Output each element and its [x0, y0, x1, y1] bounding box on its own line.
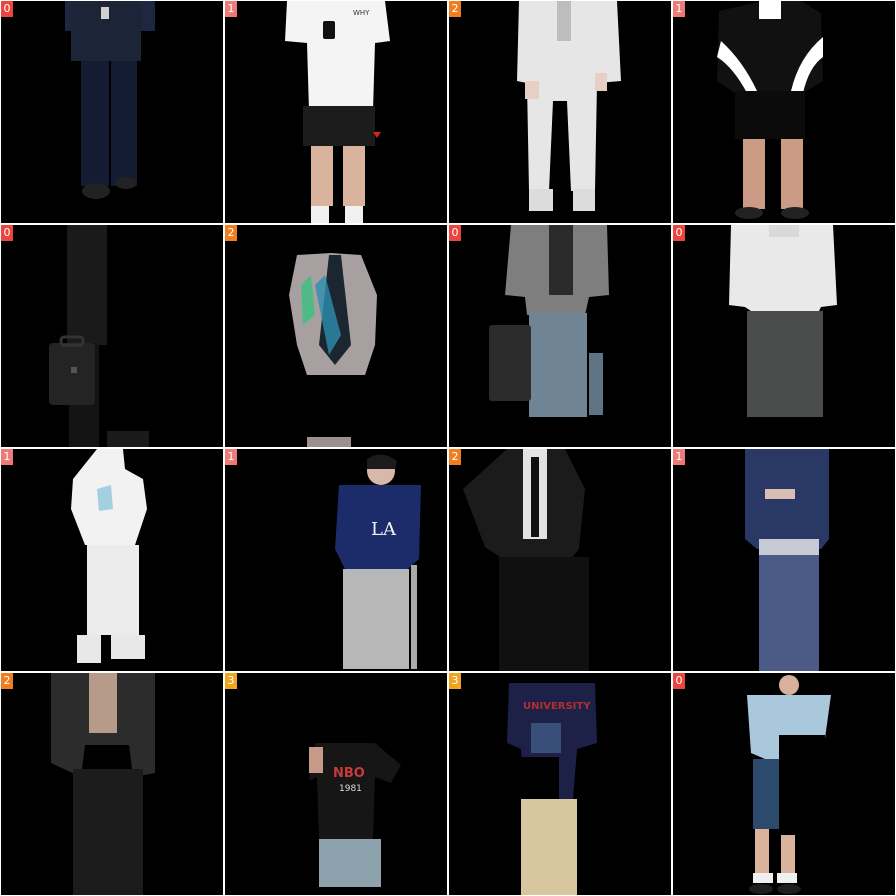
photo-grey-suit-artifacts [289, 253, 377, 447]
tile-score-badge: 2 [1, 673, 13, 689]
photo-white-hoodie-set [71, 449, 147, 663]
tile-score-badge: 0 [673, 225, 685, 241]
tile-13[interactable]: 2 [1, 673, 223, 895]
tile-11[interactable]: 2 [449, 449, 671, 671]
tee-print: UNIVERSITY [523, 701, 591, 712]
tile-score-badge: 1 [1, 449, 13, 465]
photo-navy-cardigan [745, 449, 829, 671]
tile-12[interactable]: 1 [673, 449, 895, 671]
photo-black-tee: NBO 1981 [309, 743, 401, 887]
hoodie-print: LA [371, 519, 397, 540]
tile-score-badge: 2 [449, 1, 461, 17]
tile-5[interactable]: 0 [1, 225, 223, 447]
photo-university-tee: UNIVERSITY [507, 683, 597, 895]
tile-8[interactable]: 0 [673, 225, 895, 447]
tile-10[interactable]: LA 1 [225, 449, 447, 671]
tile-score-badge: 0 [449, 225, 461, 241]
tile-score-badge: 2 [225, 225, 237, 241]
tile-score-badge: 1 [673, 449, 685, 465]
tile-score-badge: 2 [449, 449, 461, 465]
photo-dark-blazer [51, 673, 155, 895]
tile-7[interactable]: 0 [449, 225, 671, 447]
shirt-print: WHY [353, 9, 370, 17]
photo-white-suit [517, 1, 621, 211]
tile-score-badge: 0 [673, 673, 685, 689]
tile-score-badge: 1 [225, 1, 237, 17]
tile-score-badge: 1 [225, 449, 237, 465]
tile-2[interactable]: WHY 1 [225, 1, 447, 223]
tee-print-top: NBO [333, 766, 365, 781]
photo-white-shirt-trousers [729, 225, 837, 417]
tile-16[interactable]: 0 [673, 673, 895, 895]
tile-3[interactable]: 2 [449, 1, 671, 223]
photo-white-tee-shorts: WHY [285, 1, 390, 223]
tile-score-badge: 1 [673, 1, 685, 17]
photo-blue-shirt-shorts [747, 675, 831, 894]
tile-1[interactable]: 0 [1, 1, 223, 223]
photo-navy-la-hoodie: LA [335, 454, 421, 669]
tile-6[interactable]: 2 [225, 225, 447, 447]
tile-score-badge: 0 [1, 225, 13, 241]
photo-grey-blazer-tote [489, 225, 609, 417]
tile-score-badge: 3 [225, 673, 237, 689]
tee-print-bottom: 1981 [339, 784, 362, 794]
photo-navy-suit [65, 1, 155, 199]
photo-black-suit [463, 449, 589, 671]
tile-4[interactable]: 1 [673, 1, 895, 223]
photo-track-jacket [717, 1, 823, 219]
tile-score-badge: 0 [1, 1, 13, 17]
tile-15[interactable]: UNIVERSITY 3 [449, 673, 671, 895]
tile-9[interactable]: 1 [1, 449, 223, 671]
tile-14[interactable]: NBO 1981 3 [225, 673, 447, 895]
tile-score-badge: 3 [449, 673, 461, 689]
photo-briefcase-suit [49, 225, 149, 447]
